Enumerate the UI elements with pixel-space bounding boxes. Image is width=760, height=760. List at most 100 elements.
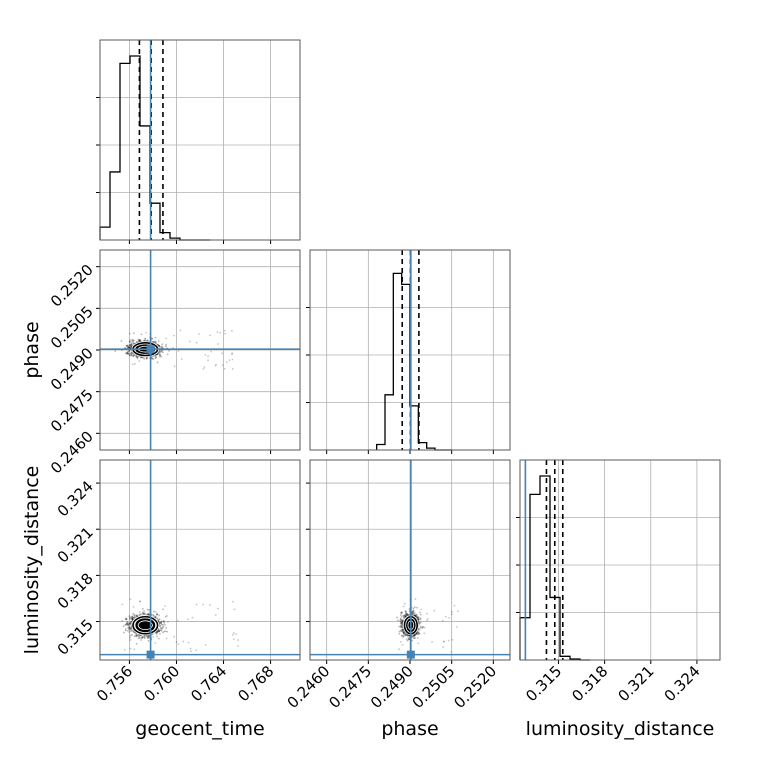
sample-point <box>133 648 136 651</box>
sample-point <box>415 632 418 634</box>
sample-point <box>159 354 161 356</box>
sample-point <box>125 352 128 354</box>
sample-point <box>158 614 160 617</box>
sample-point <box>129 639 132 641</box>
sample-point <box>399 618 402 621</box>
sample-point <box>127 626 130 629</box>
hist-panel-geocent_time <box>96 39 301 244</box>
sample-point <box>207 355 209 358</box>
sample-point <box>156 635 158 638</box>
sample-point <box>401 620 404 623</box>
sample-point <box>412 611 415 614</box>
x-tick-label-luminosity_distance: 0.324 <box>661 662 704 705</box>
sample-point <box>179 329 182 332</box>
sample-point <box>133 354 135 357</box>
sample-point <box>154 616 157 619</box>
sample-point <box>137 338 140 341</box>
sample-point <box>157 628 160 631</box>
sample-point <box>398 632 401 635</box>
sample-point <box>412 607 415 610</box>
sample-point <box>114 350 117 352</box>
sample-point <box>128 354 131 357</box>
sample-point <box>404 614 407 617</box>
sample-point <box>128 346 131 349</box>
sample-point <box>401 621 403 624</box>
sample-point <box>412 637 415 639</box>
contour-line <box>132 615 159 635</box>
hist-panel-luminosity_distance <box>516 459 721 664</box>
sample-point <box>166 353 169 356</box>
sample-point <box>403 616 406 619</box>
sample-point <box>405 612 408 615</box>
x-tick-label-luminosity_distance: 0.321 <box>614 662 657 705</box>
sample-point <box>187 641 190 644</box>
sample-point <box>127 623 130 626</box>
sample-point <box>404 614 407 617</box>
sample-point <box>129 339 132 341</box>
sample-point <box>414 634 417 637</box>
sample-point <box>132 355 134 357</box>
sample-point <box>407 636 410 639</box>
sample-point <box>414 598 417 600</box>
sample-point <box>139 613 141 616</box>
sample-point <box>131 616 134 619</box>
sample-point <box>158 345 161 347</box>
sample-point <box>131 618 134 621</box>
sample-point <box>414 634 416 636</box>
sample-point <box>159 629 162 631</box>
y-tick-label-luminosity_distance: 0.318 <box>54 569 97 612</box>
sample-point <box>140 639 142 641</box>
sample-point <box>404 634 407 637</box>
sample-point <box>154 616 157 619</box>
sample-point <box>127 346 130 349</box>
sample-point <box>132 612 135 615</box>
sample-point <box>148 608 151 611</box>
sample-point <box>126 623 128 626</box>
sample-point <box>398 625 400 628</box>
sample-point <box>442 619 444 622</box>
sample-point <box>161 351 164 354</box>
sample-point <box>145 357 148 359</box>
x-tick-label-phase: 0.2475 <box>325 662 375 712</box>
sample-point <box>411 612 414 615</box>
sample-point <box>402 619 404 621</box>
sample-point <box>141 636 143 639</box>
sample-point <box>231 329 233 332</box>
sample-point <box>126 344 128 347</box>
sample-point <box>132 605 135 608</box>
sample-point <box>144 613 146 615</box>
sample-point <box>404 633 407 636</box>
sample-point <box>124 617 127 620</box>
sample-point <box>161 628 163 630</box>
sample-point <box>140 637 143 640</box>
sample-point <box>129 628 132 631</box>
sample-point <box>224 332 226 335</box>
sample-point <box>143 357 146 360</box>
sample-point <box>160 620 163 623</box>
panel-frame <box>99 39 301 241</box>
sample-point <box>141 607 144 610</box>
sample-point <box>154 615 157 618</box>
truth-marker <box>146 345 155 354</box>
sample-point <box>129 598 132 601</box>
sample-point <box>129 354 131 357</box>
sample-point <box>124 629 127 632</box>
panel-frame <box>99 249 301 451</box>
sample-point <box>402 636 405 639</box>
sample-point <box>416 631 419 634</box>
sample-point <box>131 629 133 632</box>
sample-point <box>415 633 418 635</box>
sample-point <box>164 630 167 633</box>
sample-point <box>143 339 146 342</box>
sample-point <box>426 612 428 615</box>
sample-point <box>130 615 133 618</box>
sample-point <box>128 626 131 628</box>
sample-point <box>142 613 145 616</box>
sample-point <box>131 618 134 620</box>
sample-point <box>399 626 402 629</box>
sample-point <box>413 635 415 637</box>
sample-point <box>131 618 134 621</box>
sample-point <box>128 623 130 626</box>
sample-point <box>159 621 162 624</box>
sample-point <box>165 637 168 640</box>
